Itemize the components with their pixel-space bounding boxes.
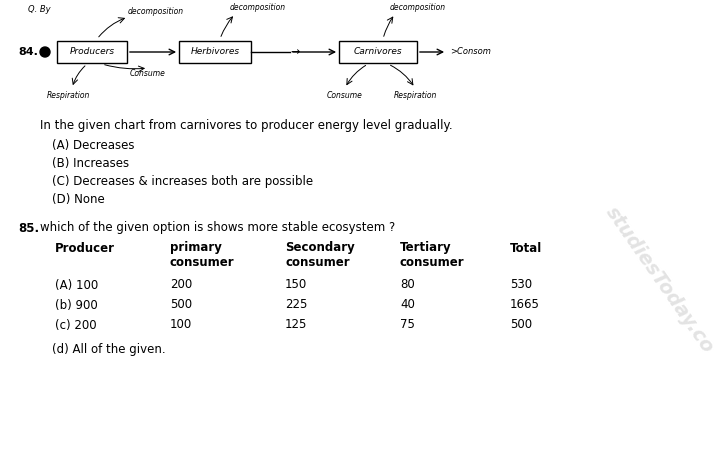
- Text: Q. By: Q. By: [28, 5, 51, 15]
- FancyBboxPatch shape: [339, 41, 417, 63]
- Text: 500: 500: [170, 298, 192, 312]
- Text: (D) None: (D) None: [52, 192, 105, 206]
- Text: decomposition: decomposition: [128, 7, 184, 16]
- Text: 225: 225: [285, 298, 307, 312]
- Text: Tertiary: Tertiary: [400, 241, 452, 255]
- Text: 530: 530: [510, 278, 532, 292]
- Text: Producer: Producer: [55, 241, 115, 255]
- Text: Consume: Consume: [130, 69, 166, 78]
- Text: 75: 75: [400, 319, 415, 331]
- Text: decomposition: decomposition: [390, 4, 446, 12]
- Text: >Consom: >Consom: [450, 48, 491, 57]
- Text: primary: primary: [170, 241, 222, 255]
- FancyBboxPatch shape: [179, 41, 251, 63]
- Text: 150: 150: [285, 278, 307, 292]
- Text: (A) 100: (A) 100: [55, 278, 98, 292]
- Text: In the given chart from carnivores to producer energy level gradually.: In the given chart from carnivores to pr…: [40, 118, 452, 132]
- Text: 85.: 85.: [18, 222, 39, 234]
- Text: 1665: 1665: [510, 298, 540, 312]
- Circle shape: [40, 47, 50, 57]
- Text: (d) All of the given.: (d) All of the given.: [52, 344, 166, 356]
- Text: decomposition: decomposition: [230, 4, 286, 12]
- Text: 80: 80: [400, 278, 415, 292]
- Text: Producers: Producers: [70, 48, 115, 57]
- Text: 200: 200: [170, 278, 192, 292]
- Text: 84.: 84.: [18, 47, 38, 57]
- Text: consumer: consumer: [170, 255, 235, 269]
- Text: Consume: Consume: [327, 90, 363, 100]
- Text: studiesToday.co: studiesToday.co: [602, 203, 718, 357]
- Text: Carnivores: Carnivores: [354, 48, 402, 57]
- Text: 40: 40: [400, 298, 415, 312]
- Text: (A) Decreases: (A) Decreases: [52, 138, 134, 152]
- Text: consumer: consumer: [285, 255, 350, 269]
- FancyBboxPatch shape: [57, 41, 127, 63]
- Text: (b) 900: (b) 900: [55, 298, 98, 312]
- Text: 500: 500: [510, 319, 532, 331]
- Text: which of the given option is shows more stable ecosystem ?: which of the given option is shows more …: [40, 222, 395, 234]
- Text: (B) Increases: (B) Increases: [52, 156, 129, 170]
- Text: Secondary: Secondary: [285, 241, 355, 255]
- Text: Respiration: Respiration: [47, 90, 90, 100]
- Text: Herbivores: Herbivores: [190, 48, 240, 57]
- Text: consumer: consumer: [400, 255, 465, 269]
- Text: 125: 125: [285, 319, 307, 331]
- Text: (C) Decreases & increases both are possible: (C) Decreases & increases both are possi…: [52, 175, 313, 187]
- Text: 100: 100: [170, 319, 192, 331]
- Text: (c) 200: (c) 200: [55, 319, 97, 331]
- Text: Total: Total: [510, 241, 542, 255]
- Text: Respiration: Respiration: [393, 90, 437, 100]
- Text: →: →: [290, 47, 299, 57]
